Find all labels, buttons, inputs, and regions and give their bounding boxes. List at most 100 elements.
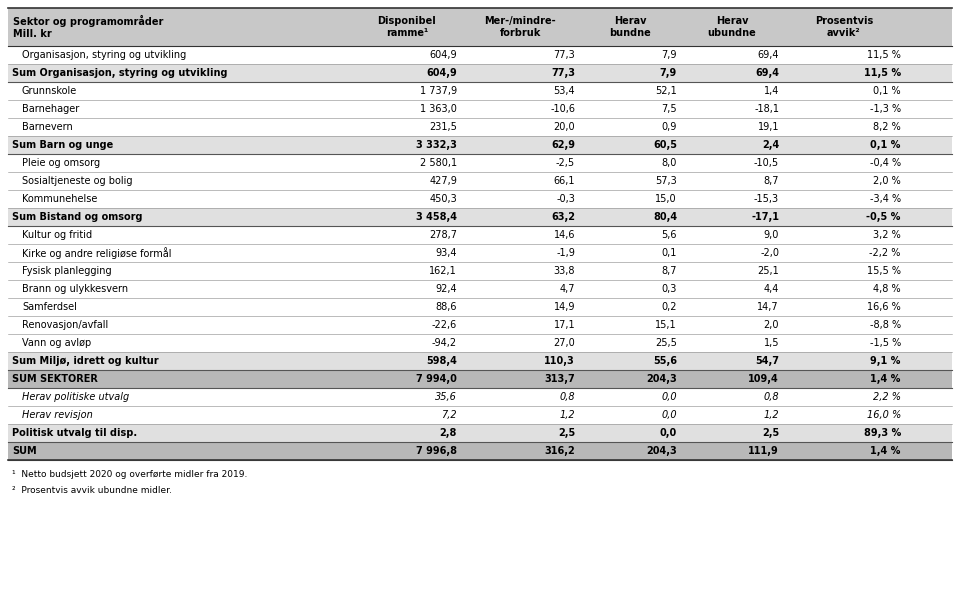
- Text: SUM SEKTORER: SUM SEKTORER: [12, 374, 98, 384]
- Bar: [8, 298, 952, 316]
- Text: 69,4: 69,4: [755, 68, 779, 78]
- Text: -3,4 %: -3,4 %: [870, 194, 900, 204]
- Text: 0,0: 0,0: [661, 392, 677, 402]
- Bar: [8, 244, 952, 262]
- Text: Barnehager: Barnehager: [22, 104, 80, 114]
- Text: 33,8: 33,8: [554, 266, 575, 276]
- Text: Mer-/mindre-
forbruk: Mer-/mindre- forbruk: [484, 16, 556, 38]
- Text: 57,3: 57,3: [656, 176, 677, 186]
- Text: 89,3 %: 89,3 %: [864, 428, 900, 438]
- Text: 1 363,0: 1 363,0: [420, 104, 457, 114]
- Bar: [8, 442, 952, 460]
- Text: 17,1: 17,1: [554, 320, 575, 330]
- Text: -17,1: -17,1: [751, 212, 779, 222]
- Text: 8,7: 8,7: [763, 176, 779, 186]
- Text: 204,3: 204,3: [646, 446, 677, 456]
- Bar: [8, 118, 952, 136]
- Text: Sektor og programområder
Mill. kr: Sektor og programområder Mill. kr: [13, 15, 163, 39]
- Bar: [8, 316, 952, 334]
- Text: SUM: SUM: [12, 446, 36, 456]
- Text: 0,0: 0,0: [661, 410, 677, 420]
- Text: 25,5: 25,5: [655, 338, 677, 348]
- Text: Politisk utvalg til disp.: Politisk utvalg til disp.: [12, 428, 137, 438]
- Text: 7 996,8: 7 996,8: [416, 446, 457, 456]
- Bar: [8, 208, 952, 226]
- Text: 204,3: 204,3: [646, 374, 677, 384]
- Bar: [8, 190, 952, 208]
- Text: Brann og ulykkesvern: Brann og ulykkesvern: [22, 284, 128, 294]
- Text: 16,6 %: 16,6 %: [867, 302, 900, 312]
- Text: Sosialtjeneste og bolig: Sosialtjeneste og bolig: [22, 176, 132, 186]
- Text: 11,5 %: 11,5 %: [864, 68, 900, 78]
- Text: 604,9: 604,9: [426, 68, 457, 78]
- Text: ²  Prosentvis avvik ubundne midler.: ² Prosentvis avvik ubundne midler.: [12, 486, 172, 495]
- Text: 110,3: 110,3: [544, 356, 575, 366]
- Text: Herav revisjon: Herav revisjon: [22, 410, 93, 420]
- Text: 313,7: 313,7: [544, 374, 575, 384]
- Text: 15,0: 15,0: [656, 194, 677, 204]
- Text: 52,1: 52,1: [656, 86, 677, 96]
- Text: 231,5: 231,5: [429, 122, 457, 132]
- Text: -2,0: -2,0: [760, 248, 779, 258]
- Text: Renovasjon/avfall: Renovasjon/avfall: [22, 320, 108, 330]
- Text: 0,0: 0,0: [660, 428, 677, 438]
- Text: 88,6: 88,6: [436, 302, 457, 312]
- Text: -15,3: -15,3: [754, 194, 779, 204]
- Text: 598,4: 598,4: [426, 356, 457, 366]
- Text: 60,5: 60,5: [653, 140, 677, 150]
- Bar: [8, 172, 952, 190]
- Text: 80,4: 80,4: [653, 212, 677, 222]
- Text: Organisasjon, styring og utvikling: Organisasjon, styring og utvikling: [22, 50, 186, 60]
- Text: 35,6: 35,6: [435, 392, 457, 402]
- Text: 14,9: 14,9: [554, 302, 575, 312]
- Text: -2,2 %: -2,2 %: [870, 248, 900, 258]
- Text: 162,1: 162,1: [429, 266, 457, 276]
- Text: Herav
ubundne: Herav ubundne: [708, 16, 756, 38]
- Text: 2,5: 2,5: [558, 428, 575, 438]
- Bar: [8, 280, 952, 298]
- Text: 316,2: 316,2: [544, 446, 575, 456]
- Text: -10,6: -10,6: [550, 104, 575, 114]
- Text: 2,5: 2,5: [762, 428, 779, 438]
- Text: -1,5 %: -1,5 %: [870, 338, 900, 348]
- Text: 54,7: 54,7: [755, 356, 779, 366]
- Text: 0,1: 0,1: [661, 248, 677, 258]
- Text: 0,8: 0,8: [560, 392, 575, 402]
- Text: Kommunehelse: Kommunehelse: [22, 194, 97, 204]
- Text: 427,9: 427,9: [429, 176, 457, 186]
- Text: 109,4: 109,4: [748, 374, 779, 384]
- Text: Prosentvis
avvik²: Prosentvis avvik²: [815, 16, 873, 38]
- Text: 8,0: 8,0: [661, 158, 677, 168]
- Text: Vann og avløp: Vann og avløp: [22, 338, 91, 348]
- Bar: [8, 82, 952, 100]
- Text: 1,4: 1,4: [763, 86, 779, 96]
- Text: 63,2: 63,2: [551, 212, 575, 222]
- Text: ¹  Netto budsjett 2020 og overførte midler fra 2019.: ¹ Netto budsjett 2020 og overførte midle…: [12, 470, 248, 479]
- Text: 93,4: 93,4: [436, 248, 457, 258]
- Text: Sum Bistand og omsorg: Sum Bistand og omsorg: [12, 212, 142, 222]
- Text: -1,3 %: -1,3 %: [870, 104, 900, 114]
- Text: 450,3: 450,3: [429, 194, 457, 204]
- Text: 1 737,9: 1 737,9: [420, 86, 457, 96]
- Text: 278,7: 278,7: [429, 230, 457, 240]
- Text: 604,9: 604,9: [429, 50, 457, 60]
- Text: 0,8: 0,8: [763, 392, 779, 402]
- Text: 14,6: 14,6: [554, 230, 575, 240]
- Bar: [8, 226, 952, 244]
- Bar: [8, 64, 952, 82]
- Text: 15,5 %: 15,5 %: [867, 266, 900, 276]
- Text: 77,3: 77,3: [551, 68, 575, 78]
- Text: 11,5 %: 11,5 %: [867, 50, 900, 60]
- Text: 2,4: 2,4: [762, 140, 779, 150]
- Text: 2 580,1: 2 580,1: [420, 158, 457, 168]
- Text: -1,9: -1,9: [556, 248, 575, 258]
- Text: 2,0 %: 2,0 %: [873, 176, 900, 186]
- Bar: [8, 46, 952, 64]
- Text: -0,4 %: -0,4 %: [870, 158, 900, 168]
- Bar: [8, 406, 952, 424]
- Bar: [8, 154, 952, 172]
- Text: 8,2 %: 8,2 %: [873, 122, 900, 132]
- Bar: [8, 424, 952, 442]
- Text: 9,0: 9,0: [763, 230, 779, 240]
- Text: 77,3: 77,3: [553, 50, 575, 60]
